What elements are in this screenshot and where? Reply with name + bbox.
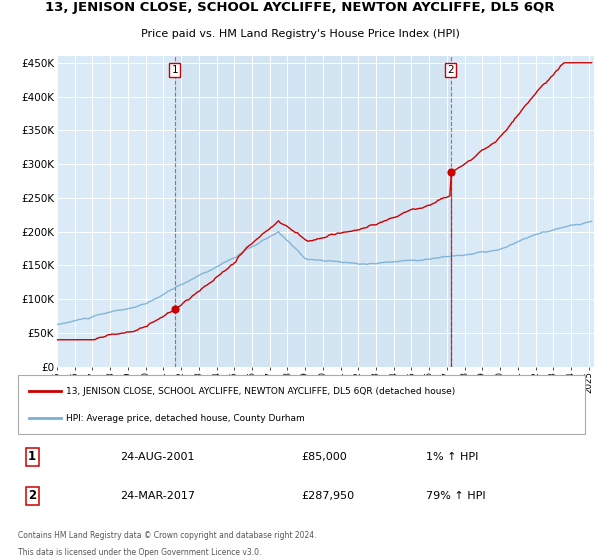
Text: Contains HM Land Registry data © Crown copyright and database right 2024.: Contains HM Land Registry data © Crown c…: [18, 531, 317, 540]
Text: HPI: Average price, detached house, County Durham: HPI: Average price, detached house, Coun…: [66, 414, 305, 423]
Text: 1: 1: [172, 65, 178, 75]
Text: This data is licensed under the Open Government Licence v3.0.: This data is licensed under the Open Gov…: [18, 548, 262, 557]
Text: £85,000: £85,000: [302, 452, 347, 462]
Text: 13, JENISON CLOSE, SCHOOL AYCLIFFE, NEWTON AYCLIFFE, DL5 6QR: 13, JENISON CLOSE, SCHOOL AYCLIFFE, NEWT…: [45, 1, 555, 14]
Text: 1: 1: [28, 450, 36, 463]
Text: 79% ↑ HPI: 79% ↑ HPI: [426, 491, 486, 501]
Text: 24-MAR-2017: 24-MAR-2017: [120, 491, 195, 501]
Text: 2: 2: [448, 65, 454, 75]
Text: 13, JENISON CLOSE, SCHOOL AYCLIFFE, NEWTON AYCLIFFE, DL5 6QR (detached house): 13, JENISON CLOSE, SCHOOL AYCLIFFE, NEWT…: [66, 386, 455, 395]
Bar: [175, 56, 451, 367]
Text: Price paid vs. HM Land Registry's House Price Index (HPI): Price paid vs. HM Land Registry's House …: [140, 29, 460, 39]
Point: [170, 305, 179, 314]
Point: [446, 168, 455, 177]
Text: 24-AUG-2001: 24-AUG-2001: [120, 452, 194, 462]
Text: 2: 2: [28, 489, 36, 502]
Text: £287,950: £287,950: [302, 491, 355, 501]
Text: 1% ↑ HPI: 1% ↑ HPI: [426, 452, 479, 462]
